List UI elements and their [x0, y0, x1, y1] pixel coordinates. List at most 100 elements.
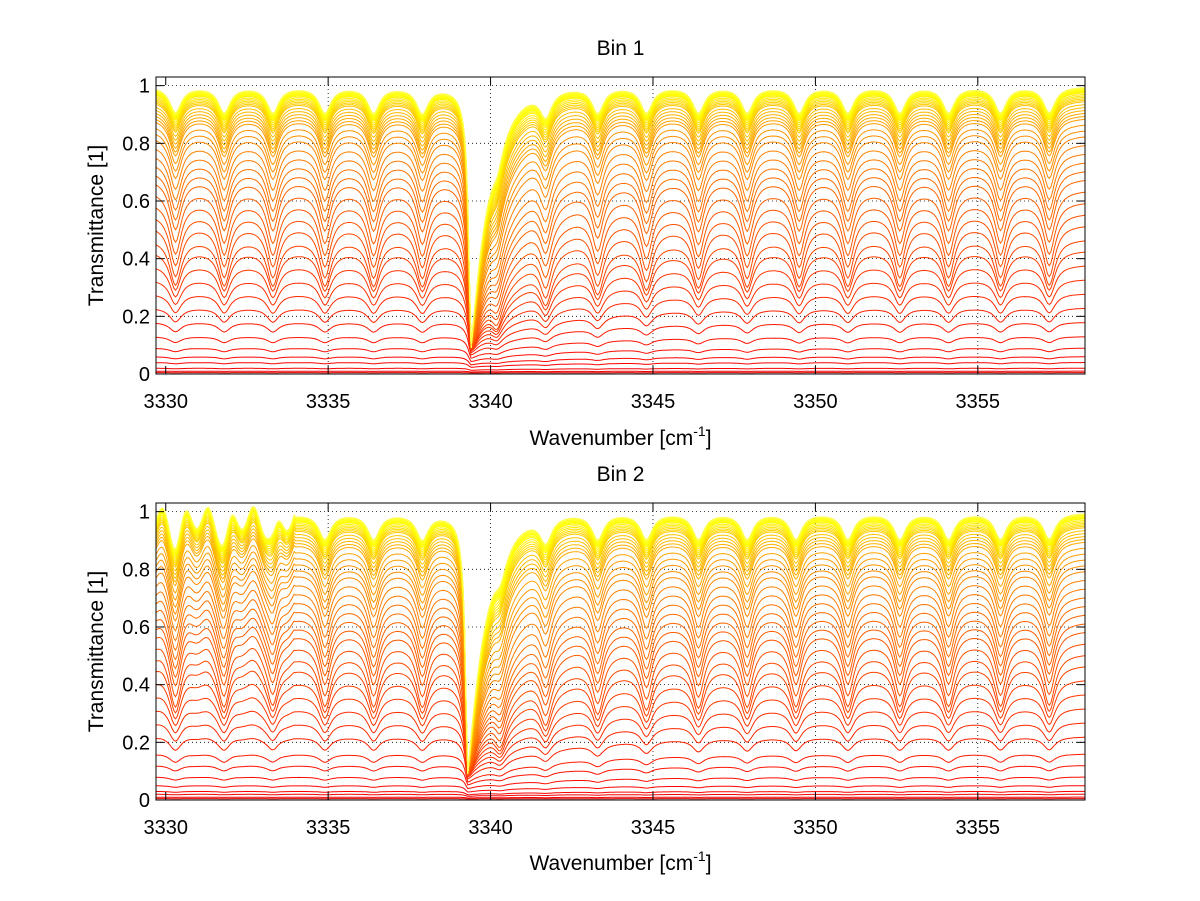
chart-title: Bin 1 [597, 37, 645, 60]
series-line-26 [155, 564, 1086, 772]
y-tick-label: 0 [139, 790, 150, 812]
series-line-19 [155, 191, 1086, 348]
series-line-6 [156, 785, 1085, 793]
series-line-40 [155, 513, 1086, 774]
series-line-31 [155, 534, 1086, 773]
series-line-26 [155, 130, 1086, 346]
series-line-25 [155, 136, 1086, 346]
series-line-41 [155, 511, 1086, 774]
y-tick-label: 0.6 [122, 617, 150, 639]
x-tick-label: 3335 [306, 817, 351, 839]
series-line-37 [155, 96, 1086, 348]
x-tick-label: 3355 [956, 391, 1001, 413]
x-axis-label: Wavenumber [cm-1] [529, 423, 711, 450]
series-line-18 [155, 203, 1086, 350]
series-line-44 [155, 508, 1086, 774]
series-line-50 [155, 505, 1086, 774]
series-line-40 [155, 92, 1086, 348]
x-tick-label: 3345 [631, 391, 676, 413]
series-line-34 [155, 525, 1086, 773]
series-line-12 [155, 279, 1086, 352]
series-line-43 [155, 509, 1086, 774]
x-tick-label: 3355 [956, 817, 1001, 839]
series-line-20 [155, 614, 1086, 773]
y-tick-label: 0.6 [122, 191, 150, 213]
series-line-30 [155, 113, 1086, 347]
series-line-4 [156, 793, 1085, 797]
series-line-7 [156, 776, 1085, 790]
series-line-44 [155, 89, 1086, 348]
series-line-9 [155, 322, 1086, 356]
chart-panel-2: 3330 3335 3340 3345 3350 3355 0 0.2 0.4 0.6 0.8 1 Bi… [85, 463, 1086, 875]
series-line-6 [156, 356, 1085, 366]
series-line-19 [155, 623, 1086, 774]
series-line-28 [155, 551, 1086, 772]
series-line-16 [155, 226, 1086, 352]
y-tick-label: 0.2 [122, 732, 150, 754]
series-line-42 [155, 90, 1086, 348]
y-axis-label: Transmittance [1] [85, 571, 108, 732]
series-line-45 [155, 508, 1086, 774]
series-line-24 [155, 145, 1086, 346]
series-line-31 [155, 110, 1086, 347]
y-tick-label: 1 [139, 76, 150, 98]
series-line-36 [155, 519, 1086, 773]
series-line-13 [155, 265, 1086, 351]
chart-title: Bin 2 [597, 463, 645, 486]
series-line-23 [155, 153, 1086, 346]
series-line-7 [155, 347, 1085, 363]
series-line-34 [155, 101, 1086, 347]
series-line-29 [155, 115, 1086, 347]
y-tick-label: 0.2 [122, 306, 150, 328]
x-tick-label: 3340 [468, 817, 513, 839]
x-tick-label: 3330 [143, 817, 188, 839]
chart-panel-1: 3330 3335 3340 3345 3350 3355 0 0.2 0.4 0.6 0.8 1 Bi… [85, 37, 1086, 450]
x-tick-label: 3335 [306, 391, 351, 413]
plot-area [156, 503, 1085, 800]
series-line-11 [155, 293, 1086, 352]
series-line-4 [156, 367, 1085, 371]
axes-box [155, 502, 1086, 801]
series-line-14 [155, 680, 1086, 777]
series-line-10 [155, 736, 1085, 780]
series-line-43 [155, 90, 1086, 348]
y-tick-label: 0.4 [122, 249, 150, 271]
series-line-33 [155, 104, 1086, 347]
series-line-10 [155, 307, 1086, 354]
series-line-16 [155, 655, 1086, 778]
series-line-12 [156, 708, 1086, 778]
series-line-13 [156, 694, 1086, 777]
series-line-27 [155, 124, 1086, 346]
series-line-22 [155, 597, 1086, 772]
series-line-33 [155, 528, 1086, 773]
series-line-46 [155, 507, 1086, 774]
series-line-29 [155, 544, 1086, 772]
series-line-11 [156, 722, 1086, 778]
series-line-35 [155, 521, 1086, 773]
series-line-3 [156, 796, 1085, 799]
series-line-17 [155, 214, 1086, 351]
y-tick-label: 1 [139, 502, 150, 524]
x-tick-label: 3340 [468, 391, 513, 413]
x-tick-label: 3350 [793, 391, 838, 413]
series-line-8 [155, 336, 1086, 359]
series-line-30 [155, 538, 1086, 772]
series-line-15 [155, 240, 1086, 352]
x-tick-label: 3345 [631, 817, 676, 839]
series-line-39 [155, 93, 1086, 348]
y-tick-label: 0.8 [122, 133, 150, 155]
series-line-45 [155, 88, 1086, 348]
series-line-22 [155, 162, 1086, 346]
series-line-24 [155, 579, 1086, 772]
y-axis-label: Transmittance [1] [85, 145, 108, 306]
series-line-23 [155, 588, 1086, 772]
series-line-8 [156, 765, 1085, 786]
series-line-9 [156, 753, 1085, 783]
series-line-41 [155, 91, 1086, 348]
y-tick-label: 0.8 [122, 559, 150, 581]
series-group [155, 87, 1086, 375]
x-tick-label: 3330 [143, 391, 188, 413]
series-line-50 [155, 87, 1086, 348]
series-line-32 [155, 531, 1086, 773]
